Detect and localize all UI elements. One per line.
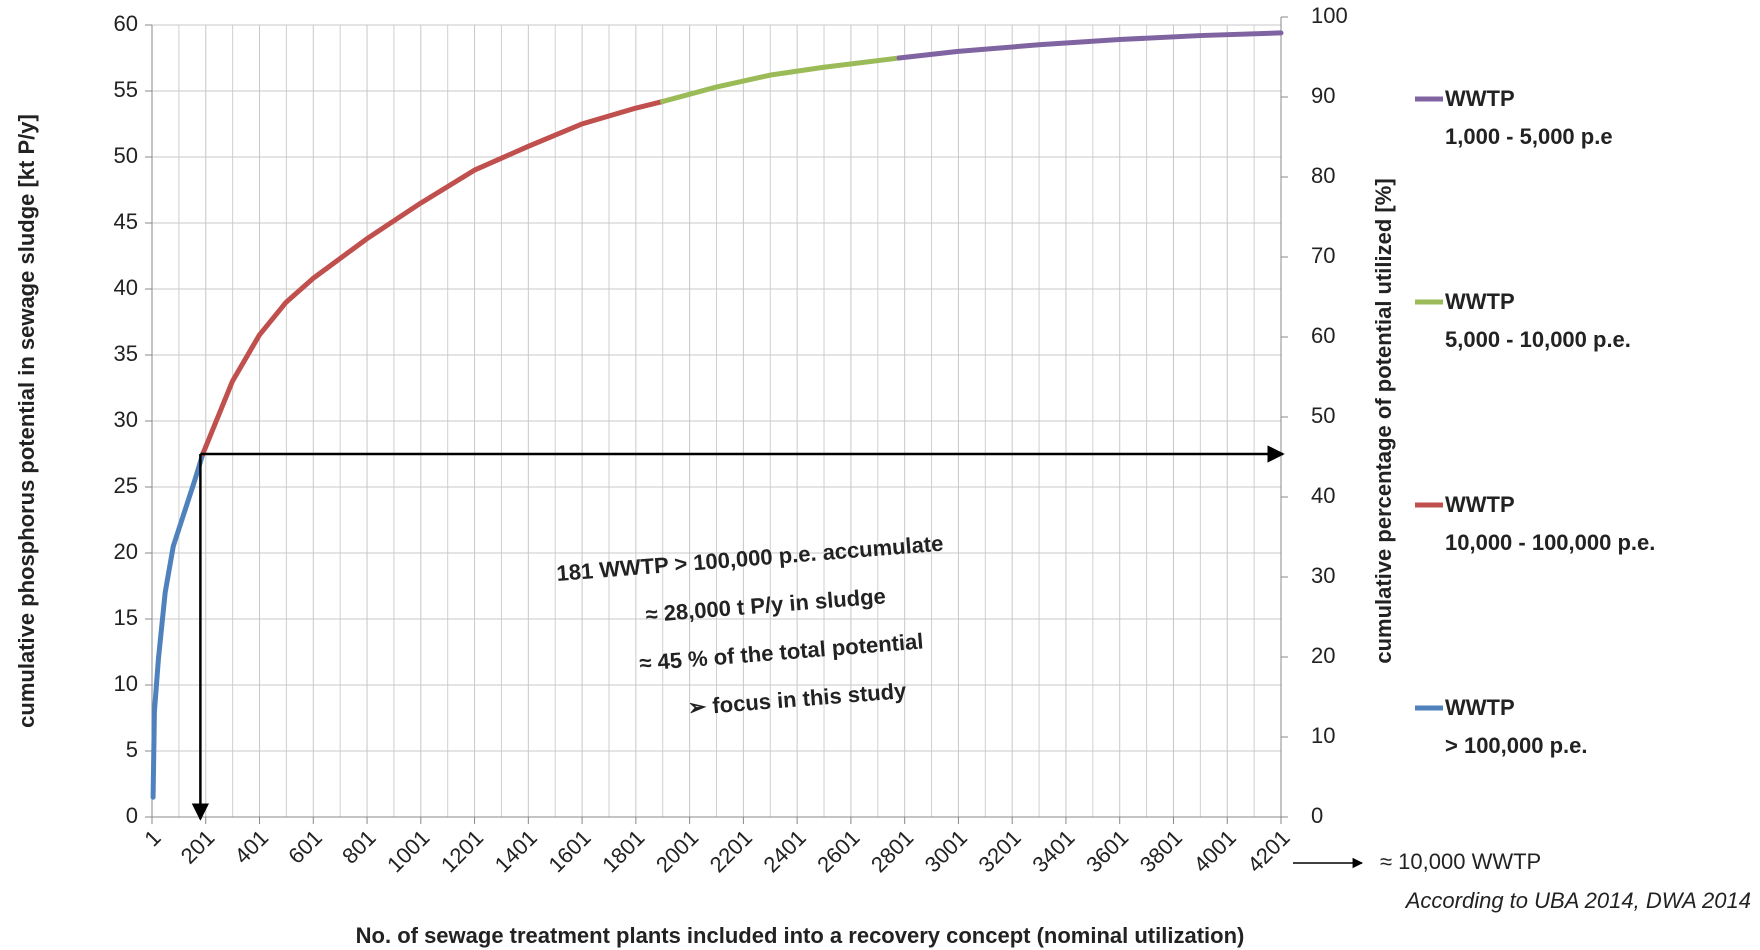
x-tick-label: 2801 xyxy=(866,825,918,877)
x-tick-label: 2401 xyxy=(758,825,810,877)
y2-tick-label: 10 xyxy=(1311,723,1335,748)
x-axis-title: No. of sewage treatment plants included … xyxy=(356,923,1245,948)
y-tick-label: 20 xyxy=(114,539,138,564)
y2-tick-label: 50 xyxy=(1311,403,1335,428)
x-tick-label: 2601 xyxy=(812,825,864,877)
y-tick-label: 40 xyxy=(114,275,138,300)
y2-tick-label: 100 xyxy=(1311,3,1348,28)
x-extension: ≈ 10,000 WWTP xyxy=(1380,849,1541,874)
y-tick-label: 45 xyxy=(114,209,138,234)
x-tick-label: 3401 xyxy=(1027,825,1079,877)
y-tick-label: 5 xyxy=(126,737,138,762)
x-tick-label: 401 xyxy=(230,825,274,869)
annotation: 181 WWTP > 100,000 p.e. accumulate≈ 28,0… xyxy=(556,531,945,720)
x-tick-label: 4001 xyxy=(1189,825,1241,877)
x-tick-label: 2201 xyxy=(705,825,757,877)
y2-tick-label: 20 xyxy=(1311,643,1335,668)
y2-axis-title: cumulative percentage of potential utili… xyxy=(1371,178,1396,663)
y-tick-label: 10 xyxy=(114,671,138,696)
y-tick-label: 60 xyxy=(114,11,138,36)
legend-entry: WWTP 10,000 - 100,000 p.e. xyxy=(1445,492,1656,555)
x-tick-label: 801 xyxy=(337,825,381,869)
x-tick-label: 3801 xyxy=(1135,825,1187,877)
x-tick-label: 1 xyxy=(139,825,165,851)
y-tick-label: 0 xyxy=(126,803,138,828)
y2-tick-label: 40 xyxy=(1311,483,1335,508)
series-line xyxy=(150,451,206,800)
x-tick-label: 3201 xyxy=(974,825,1026,877)
y2-tick-label: 70 xyxy=(1311,243,1335,268)
x-tick-label: 2001 xyxy=(651,825,703,877)
x-tick-label: 1001 xyxy=(382,825,434,877)
y-tick-label: 50 xyxy=(114,143,138,168)
y-tick-label: 30 xyxy=(114,407,138,432)
legend-entry: WWTP > 100,000 p.e. xyxy=(1445,695,1588,758)
x-tick-label: 1801 xyxy=(597,825,649,877)
x-tick-label: 1401 xyxy=(490,825,542,877)
source: According to UBA 2014, DWA 2014 xyxy=(1404,888,1751,913)
y-tick-label: 35 xyxy=(114,341,138,366)
y2-tick-label: 90 xyxy=(1311,83,1335,108)
annotation-line: ≈ 45 % of the total potential xyxy=(638,629,924,676)
annotation-line: 181 WWTP > 100,000 p.e. accumulate xyxy=(556,531,945,586)
series-line xyxy=(896,30,1284,61)
x-tick-label: 4201 xyxy=(1242,825,1294,877)
x-tick-label: 1201 xyxy=(436,825,488,877)
y2-tick-label: 0 xyxy=(1311,803,1323,828)
x-tick-label: 3601 xyxy=(1081,825,1133,877)
y2-tick-label: 30 xyxy=(1311,563,1335,588)
y-tick-label: 25 xyxy=(114,473,138,498)
legend-entry: WWTP 1,000 - 5,000 p.e xyxy=(1445,86,1613,149)
series-line xyxy=(659,55,902,105)
x-tick-label: 3001 xyxy=(920,825,972,877)
x-tick-label: 1601 xyxy=(543,825,595,877)
y-tick-label: 15 xyxy=(114,605,138,630)
y2-tick-label: 80 xyxy=(1311,163,1335,188)
y-axis-title: cumulative phosphorus potential in sewag… xyxy=(14,114,39,728)
series-line xyxy=(200,99,665,457)
legend-entry: WWTP 5,000 - 10,000 p.e. xyxy=(1445,289,1631,352)
x-tick-label: 601 xyxy=(283,825,327,869)
y2-tick-label: 60 xyxy=(1311,323,1335,348)
y-tick-label: 55 xyxy=(114,77,138,102)
x-tick-label: 201 xyxy=(176,825,220,869)
annotation-line: ≈ 28,000 t P/y in sludge xyxy=(645,583,887,627)
